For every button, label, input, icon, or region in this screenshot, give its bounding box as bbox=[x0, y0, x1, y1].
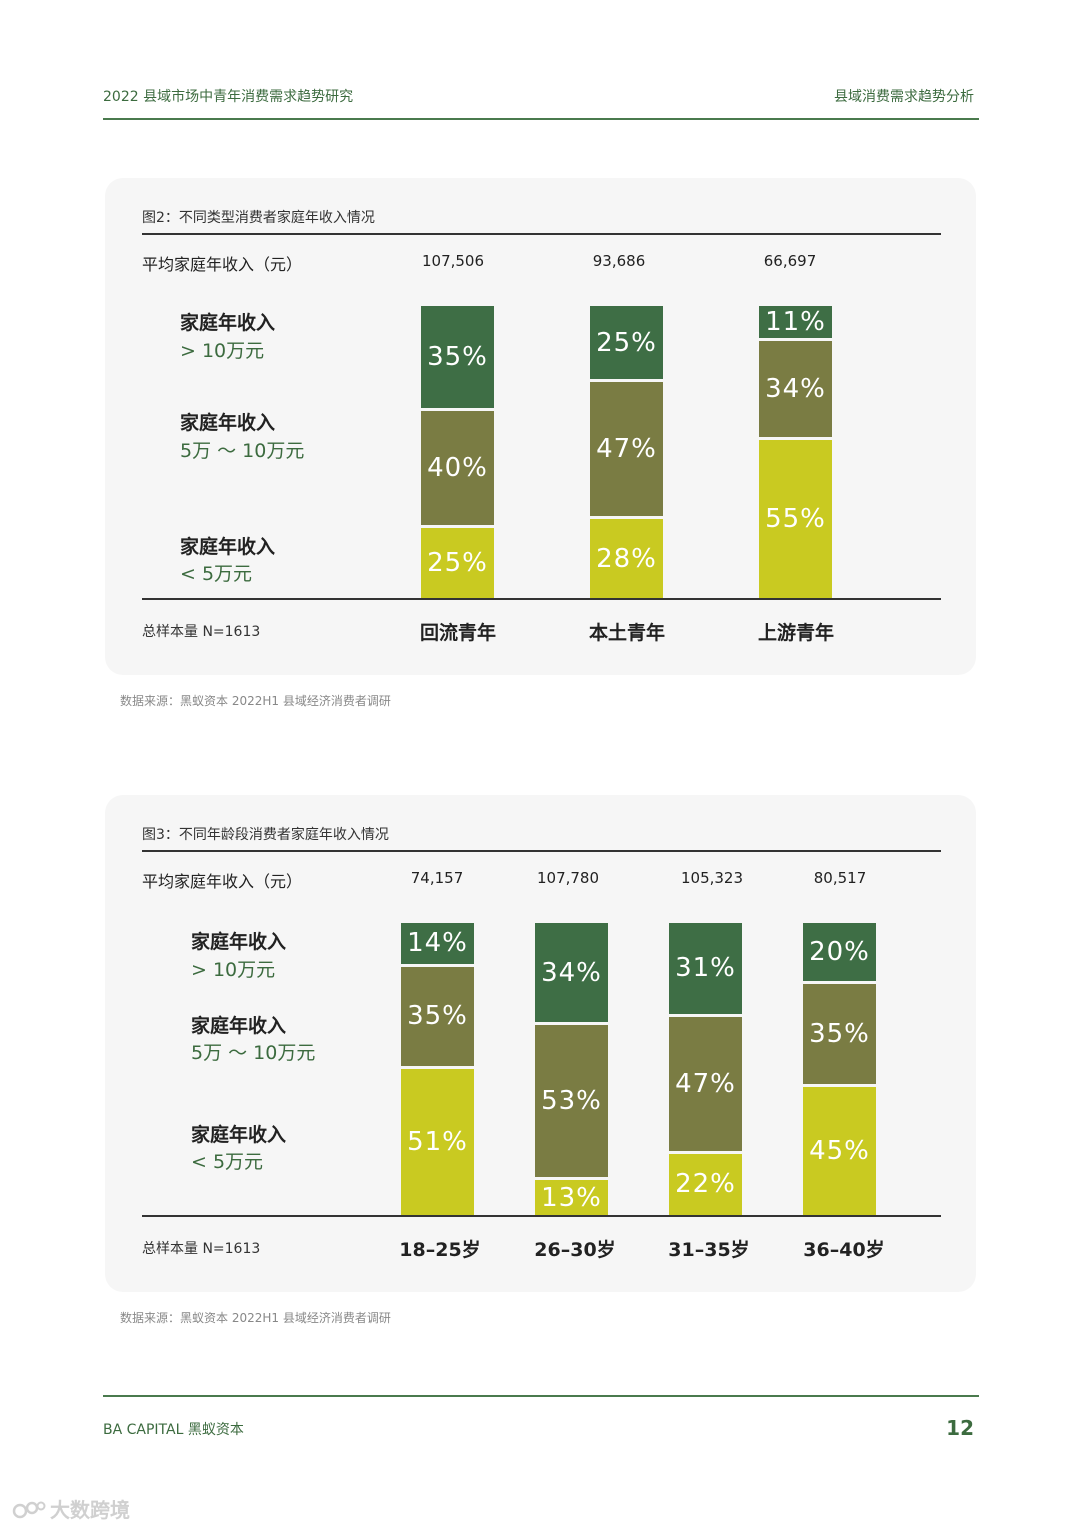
data-label: 28% bbox=[596, 543, 657, 574]
footer-divider bbox=[103, 1395, 979, 1397]
avg-income-value: 93,686 bbox=[592, 252, 646, 270]
segment-mid-income: 34% bbox=[759, 338, 832, 438]
legend-sub: < 5万元 bbox=[191, 1151, 264, 1173]
category-label: 本土青年 bbox=[588, 622, 666, 644]
data-label: 14% bbox=[407, 928, 468, 959]
segment-low-income: 51% bbox=[401, 1066, 474, 1215]
category-label: 36–40岁 bbox=[803, 1239, 885, 1261]
avg-income-label: 平均家庭年收入（元） bbox=[142, 872, 303, 891]
data-label: 34% bbox=[541, 957, 602, 988]
segment-high-income: 35% bbox=[421, 306, 494, 409]
sample-size: 总样本量 N=1613 bbox=[142, 1241, 261, 1257]
segment-high-income: 31% bbox=[669, 923, 742, 1014]
legend-title: 家庭年收入 bbox=[191, 931, 287, 953]
category-label: 18–25岁 bbox=[399, 1239, 481, 1261]
legend-title: 家庭年收入 bbox=[180, 536, 276, 558]
data-label: 45% bbox=[809, 1135, 870, 1166]
avg-income-value: 105,323 bbox=[680, 869, 744, 887]
category-label: 26–30岁 bbox=[534, 1239, 616, 1261]
section-title: 县域消费需求趋势分析 bbox=[834, 89, 974, 105]
legend-sub: > 10万元 bbox=[191, 959, 276, 981]
watermark: 大数跨境 bbox=[12, 1494, 130, 1523]
sample-size: 总样本量 N=1613 bbox=[142, 624, 261, 640]
segment-high-income: 11% bbox=[759, 306, 832, 339]
legend-title: 家庭年收入 bbox=[180, 412, 276, 434]
baseline-rule bbox=[142, 1215, 941, 1217]
data-label: 25% bbox=[427, 548, 488, 578]
segment-mid-income: 53% bbox=[535, 1022, 608, 1178]
segment-low-income: 13% bbox=[535, 1177, 608, 1215]
bar-column: 34% 53% 13% bbox=[535, 923, 608, 1215]
data-label: 35% bbox=[427, 342, 488, 373]
segment-mid-income: 47% bbox=[669, 1013, 742, 1151]
data-source: 数据来源：黑蚁资本 2022H1 县域经济消费者调研 bbox=[120, 1311, 391, 1325]
avg-income-value: 66,697 bbox=[763, 252, 817, 270]
bar-column: 31% 47% 22% bbox=[669, 923, 742, 1215]
bar-column: 25% 47% 28% bbox=[590, 306, 663, 598]
avg-income-value: 80,517 bbox=[813, 869, 867, 887]
data-label: 20% bbox=[809, 937, 870, 968]
baseline-rule bbox=[142, 598, 941, 600]
segment-high-income: 20% bbox=[803, 923, 876, 982]
segment-mid-income: 47% bbox=[590, 379, 663, 517]
data-label: 35% bbox=[809, 1018, 870, 1049]
data-label: 55% bbox=[765, 504, 826, 535]
data-label: 40% bbox=[427, 453, 488, 484]
top-rule bbox=[142, 850, 941, 852]
legend-sub: > 10万元 bbox=[180, 340, 265, 362]
data-label: 22% bbox=[675, 1169, 736, 1200]
top-rule bbox=[142, 233, 941, 235]
data-label: 47% bbox=[675, 1068, 736, 1099]
data-label: 35% bbox=[407, 1001, 468, 1032]
bar-column: 11% 34% 55% bbox=[759, 306, 832, 598]
segment-low-income: 25% bbox=[421, 525, 494, 598]
segment-low-income: 28% bbox=[590, 516, 663, 598]
avg-income-value: 107,506 bbox=[421, 252, 485, 270]
watermark-logo-icon bbox=[12, 1501, 46, 1519]
segment-high-income: 25% bbox=[590, 306, 663, 379]
report-title: 2022 县域市场中青年消费需求趋势研究 bbox=[103, 89, 354, 105]
data-label: 31% bbox=[675, 953, 736, 984]
legend-sub: < 5万元 bbox=[180, 563, 253, 585]
data-label: 51% bbox=[407, 1127, 468, 1158]
bar-column: 14% 35% 51% bbox=[401, 923, 474, 1215]
header-divider bbox=[103, 118, 979, 120]
bar-column: 35% 40% 25% bbox=[421, 306, 494, 598]
bar-column: 20% 35% 45% bbox=[803, 923, 876, 1215]
avg-income-value: 107,780 bbox=[536, 869, 600, 887]
legend-title: 家庭年收入 bbox=[180, 312, 276, 334]
segment-high-income: 34% bbox=[535, 923, 608, 1023]
segment-low-income: 45% bbox=[803, 1083, 876, 1215]
data-label: 53% bbox=[541, 1086, 602, 1117]
segment-mid-income: 35% bbox=[803, 981, 876, 1084]
legend-sub: 5万 ～ 10万元 bbox=[180, 440, 305, 462]
watermark-text: 大数跨境 bbox=[50, 1498, 130, 1522]
data-label: 47% bbox=[596, 434, 657, 465]
segment-mid-income: 40% bbox=[421, 408, 494, 525]
category-label: 31–35岁 bbox=[668, 1239, 750, 1261]
data-label: 13% bbox=[541, 1182, 602, 1213]
segment-low-income: 22% bbox=[669, 1150, 742, 1215]
chart-panel-2: 图3：不同年龄段消费者家庭年收入情况 平均家庭年收入（元） 74,157 107… bbox=[105, 795, 976, 1292]
data-label: 25% bbox=[596, 327, 657, 358]
chart-title: 图3：不同年龄段消费者家庭年收入情况 bbox=[142, 827, 389, 843]
data-label: 11% bbox=[765, 307, 826, 338]
legend-title: 家庭年收入 bbox=[191, 1015, 287, 1037]
avg-income-label: 平均家庭年收入（元） bbox=[142, 255, 303, 274]
brand-name: BA CAPITAL 黑蚁资本 bbox=[103, 1422, 244, 1438]
chart-panel-1: 图2：不同类型消费者家庭年收入情况 平均家庭年收入（元） 107,506 93,… bbox=[105, 178, 976, 675]
category-label: 回流青年 bbox=[419, 622, 497, 644]
legend-sub: 5万 ～ 10万元 bbox=[191, 1042, 316, 1064]
segment-low-income: 55% bbox=[759, 437, 832, 598]
data-label: 34% bbox=[765, 374, 826, 405]
data-source: 数据来源：黑蚁资本 2022H1 县域经济消费者调研 bbox=[120, 694, 391, 708]
category-label: 上游青年 bbox=[757, 622, 835, 644]
chart-title: 图2：不同类型消费者家庭年收入情况 bbox=[142, 210, 375, 226]
legend-title: 家庭年收入 bbox=[191, 1124, 287, 1146]
page-number: 12 bbox=[946, 1416, 974, 1440]
segment-mid-income: 35% bbox=[401, 963, 474, 1067]
segment-high-income: 14% bbox=[401, 923, 474, 964]
avg-income-value: 74,157 bbox=[410, 869, 464, 887]
